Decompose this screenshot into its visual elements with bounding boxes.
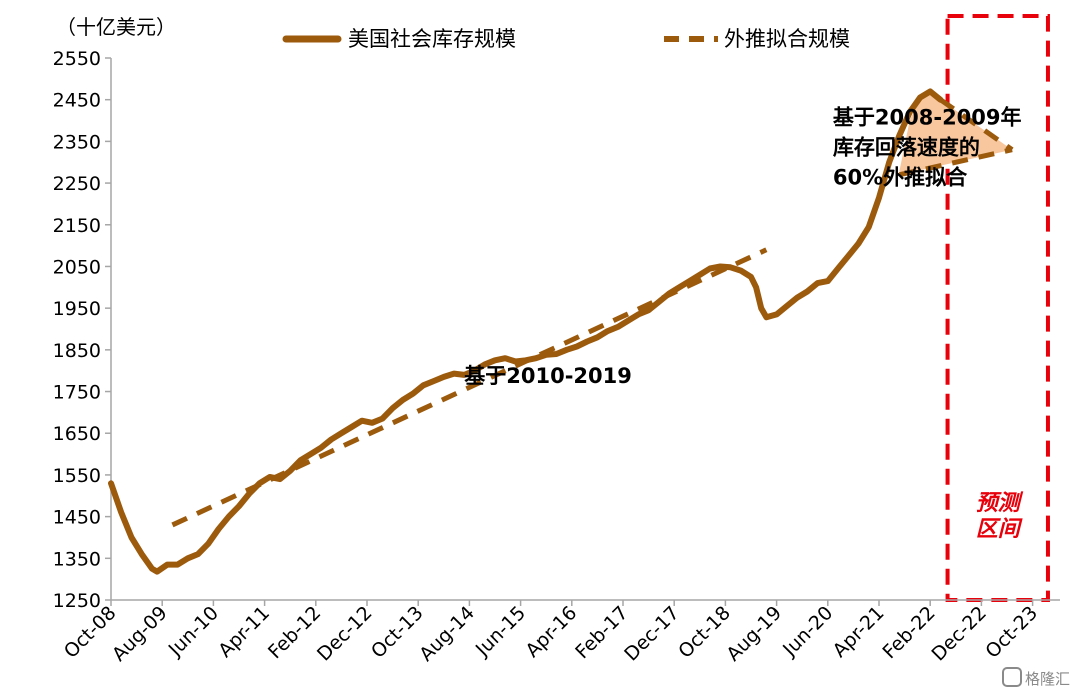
annotation-line-1: 基于2008-2009年 [833, 106, 1022, 130]
x-tick-label: Dec-22 [927, 602, 991, 666]
x-tick-label: Apr-11 [214, 602, 274, 662]
y-tick-label: 1750 [53, 382, 101, 404]
fit-series-dashed-segment [939, 97, 1014, 152]
annotation-line-3: 60%外推拟合 [833, 166, 968, 190]
legend-label-inventory: 美国社会库存规模 [348, 27, 516, 51]
x-tick-label: Jun-15 [471, 602, 530, 661]
y-tick-label: 1350 [53, 548, 101, 570]
x-tick-label: Oct-23 [981, 602, 1042, 663]
x-tick-label: Apr-16 [521, 602, 581, 662]
y-tick-label: 2150 [53, 215, 101, 237]
x-tick-label: Aug-09 [108, 602, 172, 666]
y-tick-label: 2350 [53, 131, 101, 153]
y-tick-label: 2250 [53, 173, 101, 195]
y-tick-label: 1950 [53, 298, 101, 320]
y-tick-label: 1250 [53, 590, 101, 612]
y-tick-label: 1450 [53, 507, 101, 529]
x-tick-label: Dec-17 [620, 602, 684, 666]
y-tick-label: 2050 [53, 256, 101, 278]
annotation-2010-2019: 基于2010-2019 [464, 364, 632, 388]
y-tick-label: 1850 [53, 340, 101, 362]
x-tick-label: Jun-20 [778, 602, 837, 661]
watermark-logo-icon [1002, 667, 1022, 687]
legend-label-fit: 外推拟合规模 [724, 27, 850, 51]
y-tick-label: 1650 [53, 423, 101, 445]
watermark: 格隆汇 [1002, 667, 1070, 688]
y-tick-label: 2450 [53, 90, 101, 112]
fit-series-dashed-segment [898, 147, 1013, 178]
unit-label: （十亿美元） [56, 15, 176, 39]
inventory-series-line [108, 88, 944, 575]
legend: 美国社会库存规模 外推拟合规模 [282, 27, 850, 51]
x-tick-label: Dec-12 [313, 602, 377, 666]
x-tick-label: Jun-10 [164, 602, 223, 661]
series-layer [108, 88, 1014, 575]
x-tick-label: Aug-19 [722, 602, 786, 666]
x-tick-label: Apr-21 [829, 602, 889, 662]
annotation-line-2: 库存回落速度的 [833, 136, 980, 160]
forecast-label-line-2: 区间 [976, 517, 1023, 542]
forecast-label-line-1: 预测 [976, 491, 1024, 516]
x-tick-label: Aug-14 [415, 602, 479, 666]
y-tick-label: 1550 [53, 465, 101, 487]
y-tick-label: 2550 [53, 48, 101, 70]
watermark-text: 格隆汇 [1025, 670, 1070, 688]
